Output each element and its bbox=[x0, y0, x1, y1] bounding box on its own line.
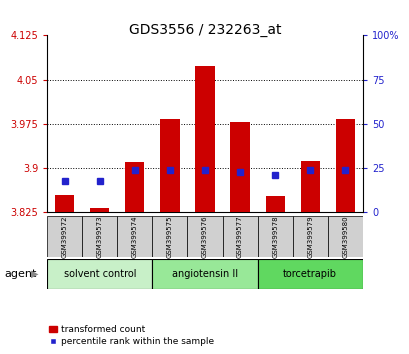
Text: GSM399572: GSM399572 bbox=[61, 215, 67, 258]
Text: GSM399580: GSM399580 bbox=[342, 215, 348, 258]
Bar bbox=[335, 119, 354, 212]
Bar bbox=[257, 216, 292, 257]
Bar bbox=[300, 161, 319, 212]
Bar bbox=[47, 259, 152, 289]
Bar bbox=[187, 216, 222, 257]
Text: GSM399579: GSM399579 bbox=[306, 215, 312, 258]
Text: GSM399574: GSM399574 bbox=[132, 215, 137, 258]
Bar bbox=[90, 208, 109, 212]
Text: torcetrapib: torcetrapib bbox=[283, 269, 337, 279]
Text: angiotensin II: angiotensin II bbox=[171, 269, 238, 279]
Text: agent: agent bbox=[4, 269, 36, 279]
Text: solvent control: solvent control bbox=[63, 269, 136, 279]
Bar bbox=[292, 216, 327, 257]
Bar bbox=[152, 259, 257, 289]
Bar bbox=[47, 216, 82, 257]
Text: GSM399575: GSM399575 bbox=[166, 215, 173, 258]
Bar bbox=[55, 195, 74, 212]
Text: GSM399578: GSM399578 bbox=[272, 215, 277, 258]
Bar bbox=[82, 216, 117, 257]
Bar bbox=[327, 216, 362, 257]
Text: GSM399573: GSM399573 bbox=[97, 215, 103, 258]
Bar bbox=[160, 119, 179, 212]
Bar bbox=[117, 216, 152, 257]
Bar bbox=[222, 216, 257, 257]
Text: GSM399576: GSM399576 bbox=[202, 215, 207, 258]
Bar bbox=[152, 216, 187, 257]
Bar bbox=[230, 122, 249, 212]
Bar bbox=[265, 196, 284, 212]
Legend: transformed count, percentile rank within the sample: transformed count, percentile rank withi… bbox=[45, 321, 217, 349]
Text: ▶: ▶ bbox=[31, 269, 38, 279]
Bar bbox=[195, 66, 214, 212]
Bar bbox=[257, 259, 362, 289]
Text: GSM399577: GSM399577 bbox=[236, 215, 243, 258]
Bar bbox=[125, 162, 144, 212]
Text: GDS3556 / 232263_at: GDS3556 / 232263_at bbox=[128, 23, 281, 37]
